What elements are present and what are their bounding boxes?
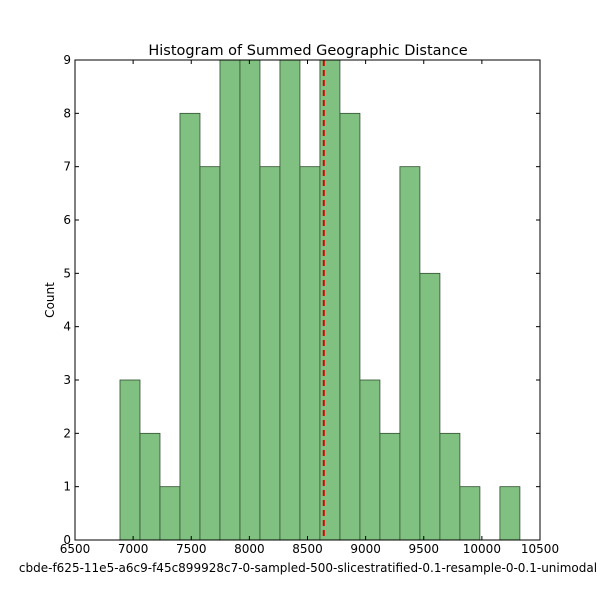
y-tick-label: 9 bbox=[63, 53, 71, 67]
x-tick-label: 9500 bbox=[408, 542, 439, 556]
histogram-bar bbox=[299, 166, 321, 541]
axis-ticks: 6500 7000 7500 8000 8500 9000 9500 10000 10500 0 1… bbox=[60, 53, 559, 556]
x-axis-label: cbde-f625-11e5-a6c9-f45c899928c7-0-sampl… bbox=[19, 561, 597, 575]
x-tick-label: 6500 bbox=[60, 542, 91, 556]
histogram-bar bbox=[119, 379, 141, 541]
histogram-bar bbox=[439, 432, 461, 541]
y-tick-label: 7 bbox=[63, 160, 71, 174]
histogram-bar bbox=[239, 59, 261, 541]
histogram-bar bbox=[459, 486, 481, 541]
histogram-bar bbox=[259, 166, 281, 541]
x-tick-label: 8500 bbox=[292, 542, 323, 556]
x-tick-label: 8000 bbox=[234, 542, 265, 556]
y-tick-label: 3 bbox=[63, 373, 71, 387]
histogram-bar bbox=[379, 432, 401, 541]
y-tick-label: 5 bbox=[63, 266, 71, 280]
histogram-bar bbox=[159, 486, 181, 541]
histogram-bar bbox=[139, 432, 161, 541]
histogram-bar bbox=[199, 166, 221, 541]
histogram-bar bbox=[359, 379, 381, 541]
chart-title: Histogram of Summed Geographic Distance bbox=[148, 43, 467, 59]
histogram-bar bbox=[219, 59, 241, 541]
x-tick-label: 7500 bbox=[176, 542, 207, 556]
histogram-bar bbox=[339, 112, 361, 541]
x-tick-label: 10000 bbox=[463, 542, 501, 556]
histogram-bar bbox=[399, 166, 421, 541]
histogram-bar bbox=[499, 486, 521, 541]
y-tick-label: 2 bbox=[63, 426, 71, 440]
histogram-bar bbox=[179, 112, 201, 541]
y-tick-label: 6 bbox=[63, 213, 71, 227]
x-tick-label: 7000 bbox=[118, 542, 149, 556]
y-tick-label: 8 bbox=[63, 106, 71, 120]
x-tick-label: 10500 bbox=[521, 542, 559, 556]
y-tick-label: 0 bbox=[63, 533, 71, 547]
y-axis-label: Count bbox=[43, 282, 57, 318]
y-tick-label: 1 bbox=[63, 480, 71, 494]
histogram-bar bbox=[419, 272, 441, 541]
y-tick-label: 4 bbox=[63, 320, 71, 334]
histogram-bar bbox=[279, 59, 301, 541]
histogram-bars bbox=[119, 59, 521, 541]
x-tick-label: 9000 bbox=[350, 542, 381, 556]
